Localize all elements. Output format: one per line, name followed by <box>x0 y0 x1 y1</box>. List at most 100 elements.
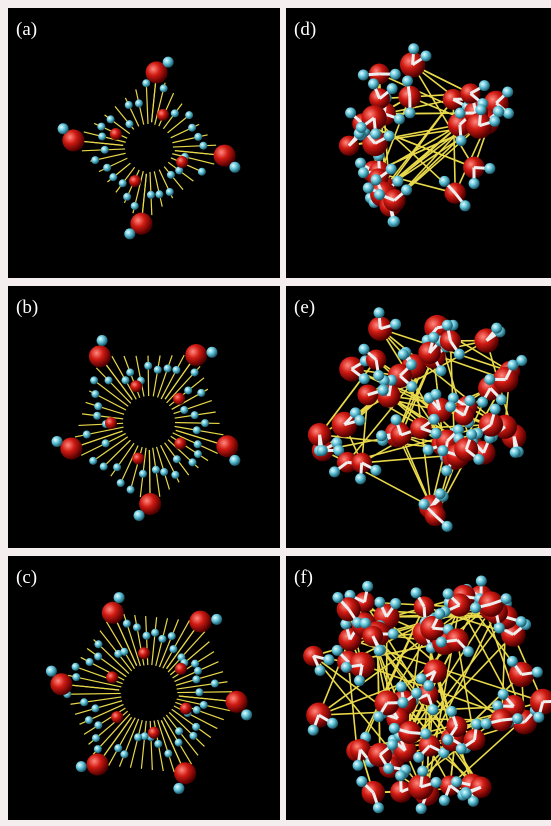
hydrogen-atom <box>46 666 57 677</box>
hydrogen-atom <box>89 457 97 465</box>
hydrogen-atom <box>332 592 343 603</box>
hydrogen-atom <box>454 349 465 360</box>
oxygen-atom <box>132 452 144 464</box>
hydrogen-atom <box>374 189 385 200</box>
hydrogen-atom <box>101 146 109 154</box>
hydrogen-atom <box>229 455 240 466</box>
hydrogen-atom <box>442 521 453 532</box>
hydrogen-atom <box>484 374 495 385</box>
hydrogen-atom <box>461 788 472 799</box>
hydrogen-atom <box>402 76 413 87</box>
hydrogen-atom <box>120 750 128 758</box>
hydrogen-atom <box>388 628 399 639</box>
hydrogen-atom <box>173 455 181 463</box>
hydrogen-atom <box>376 430 387 441</box>
hydrogen-atom <box>434 608 445 619</box>
hydrogen-atom <box>423 445 434 456</box>
hydrogen-atom <box>85 716 93 724</box>
hydrogen-atom <box>52 436 63 447</box>
hydrogen-atom <box>496 394 507 405</box>
hydrogen-atom <box>374 307 385 318</box>
hydrogen-atom <box>408 43 419 54</box>
hydrogen-atom <box>120 648 128 656</box>
hydrogen-atom <box>435 488 446 499</box>
oxygen-atom <box>174 762 196 784</box>
hydrogen-atom <box>135 99 143 107</box>
hydrogen-atom <box>373 370 384 381</box>
hydrogen-atom <box>185 111 193 119</box>
panel: (a) <box>8 8 280 278</box>
hydrogen-atom <box>417 766 428 777</box>
hydrogen-atom <box>429 414 440 425</box>
hydrogen-atom <box>401 184 412 195</box>
hydrogen-atom <box>193 706 201 714</box>
hydrogen-atom <box>94 402 102 410</box>
hydrogen-atom <box>184 386 192 394</box>
hydrogen-atom <box>503 108 514 119</box>
oxygen-atom <box>175 663 187 675</box>
hydrogen-atom <box>134 733 142 741</box>
hydrogen-atom <box>80 698 88 706</box>
panel-label: (d) <box>294 19 316 40</box>
hydrogen-atom <box>501 593 512 604</box>
hydrogen-atom <box>127 486 135 494</box>
hydrogen-atom <box>396 681 407 692</box>
panel: (d) <box>286 8 551 278</box>
hydrogen-atom <box>169 645 177 653</box>
hydrogen-atom <box>460 200 471 211</box>
hydrogen-atom <box>456 135 467 146</box>
hydrogen-atom <box>173 783 184 794</box>
hydrogen-atom <box>192 723 200 731</box>
hydrogen-atom <box>189 732 197 740</box>
hydrogen-atom <box>477 397 488 408</box>
hydrogen-atom <box>356 776 367 787</box>
hydrogen-atom <box>125 120 133 128</box>
oxygen-atom <box>110 128 122 140</box>
hydrogen-atom <box>308 725 319 736</box>
hydrogen-atom <box>420 50 431 61</box>
hydrogen-atom <box>194 667 202 675</box>
hydrogen-atom <box>191 411 199 419</box>
hydrogen-atom <box>436 637 447 648</box>
oxygen-atom <box>50 673 72 695</box>
oxygen-atom <box>111 711 123 723</box>
hydrogen-atom <box>358 167 369 178</box>
hydrogen-atom <box>370 465 381 476</box>
hydrogen-atom <box>493 106 504 117</box>
oxygen-atom <box>89 345 111 367</box>
oxygen-atom <box>216 435 238 457</box>
hydrogen-atom <box>362 581 373 592</box>
hydrogen-atom <box>171 109 179 117</box>
hydrogen-atom <box>491 323 502 334</box>
hydrogen-atom <box>356 122 367 133</box>
oxygen-atom <box>454 405 474 425</box>
panel-label: (e) <box>294 297 315 318</box>
hydrogen-atom <box>94 721 102 729</box>
hydrogen-atom <box>443 588 454 599</box>
hydrogen-atom <box>201 419 209 427</box>
hydrogen-atom <box>154 740 162 748</box>
hydrogen-atom <box>164 750 172 758</box>
hydrogen-atom <box>167 171 175 179</box>
hydrogen-atom <box>455 108 466 119</box>
hydrogen-atom <box>353 760 364 771</box>
hydrogen-atom <box>102 439 110 447</box>
hydrogen-atom <box>456 743 467 754</box>
hydrogen-atom <box>175 739 183 747</box>
hydrogen-atom <box>163 57 174 68</box>
oxygen-atom <box>138 647 150 659</box>
hydrogen-atom <box>390 69 401 80</box>
hydrogen-atom <box>107 115 115 123</box>
hydrogen-atom <box>72 673 80 681</box>
hydrogen-atom <box>58 123 69 134</box>
hydrogen-atom <box>152 466 160 474</box>
hydrogen-atom <box>315 665 326 676</box>
hydrogen-atom <box>386 164 397 175</box>
hydrogen-atom <box>97 335 108 346</box>
oxygen-atom <box>180 703 192 715</box>
hydrogen-atom <box>109 173 117 181</box>
hydrogen-atom <box>317 445 328 456</box>
hydrogen-atom <box>502 86 513 97</box>
panel-label: (c) <box>16 567 37 588</box>
hydrogen-atom <box>193 426 201 434</box>
